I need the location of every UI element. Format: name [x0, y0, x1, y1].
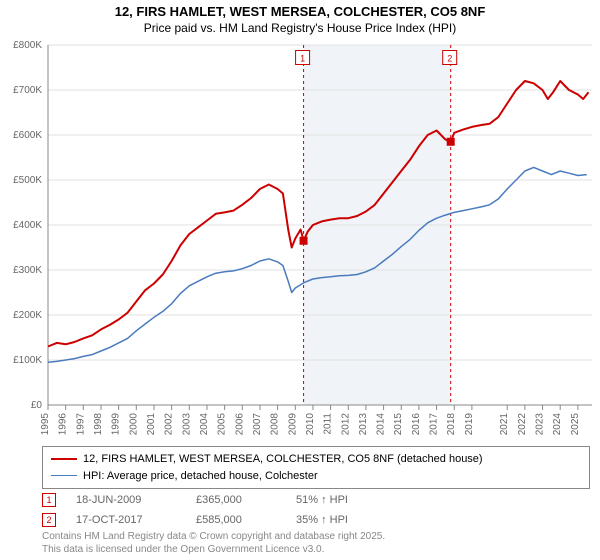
- chart-container: 12, FIRS HAMLET, WEST MERSEA, COLCHESTER…: [0, 0, 600, 560]
- svg-text:2024: 2024: [552, 412, 563, 435]
- svg-text:£500K: £500K: [13, 175, 42, 186]
- sale-price: £585,000: [196, 514, 296, 526]
- sale-pct: 51% ↑ HPI: [296, 494, 348, 506]
- svg-text:2001: 2001: [146, 412, 157, 435]
- svg-text:2008: 2008: [270, 412, 281, 435]
- svg-text:1995: 1995: [40, 412, 51, 435]
- footer-line2: This data is licensed under the Open Gov…: [42, 543, 385, 556]
- legend-swatch: [51, 475, 77, 476]
- svg-text:£300K: £300K: [13, 265, 42, 276]
- footer-line1: Contains HM Land Registry data © Crown c…: [42, 530, 385, 543]
- svg-text:2007: 2007: [252, 412, 263, 435]
- sale-date: 18-JUN-2009: [76, 494, 196, 506]
- svg-text:2000: 2000: [128, 412, 139, 435]
- svg-text:2016: 2016: [411, 412, 422, 435]
- legend: 12, FIRS HAMLET, WEST MERSEA, COLCHESTER…: [42, 446, 590, 489]
- svg-text:2014: 2014: [376, 412, 387, 435]
- svg-text:2022: 2022: [517, 412, 528, 435]
- svg-text:2015: 2015: [393, 412, 404, 435]
- svg-text:2003: 2003: [181, 412, 192, 435]
- svg-text:£0: £0: [31, 400, 43, 411]
- svg-text:2023: 2023: [535, 412, 546, 435]
- svg-text:1: 1: [300, 53, 305, 63]
- sale-row: 1 18-JUN-2009£365,00051% ↑ HPI: [42, 490, 348, 510]
- chart-plot-area: £0 £100K £200K £300K £400K £500K £600K £700K £80…: [0, 37, 600, 437]
- svg-text:£200K: £200K: [13, 310, 42, 321]
- sale-marker-icon: 2: [42, 513, 56, 527]
- svg-text:2002: 2002: [164, 412, 175, 435]
- legend-label: 12, FIRS HAMLET, WEST MERSEA, COLCHESTER…: [83, 451, 483, 468]
- sales-table: 1 18-JUN-2009£365,00051% ↑ HPI 2 17-OCT-201…: [42, 490, 348, 530]
- footer-attribution: Contains HM Land Registry data © Crown c…: [42, 530, 385, 556]
- svg-text:2010: 2010: [305, 412, 316, 435]
- chart-title: 12, FIRS HAMLET, WEST MERSEA, COLCHESTER…: [0, 0, 600, 21]
- chart-svg: £0 £100K £200K £300K £400K £500K £600K £700K £80…: [0, 37, 600, 437]
- sale-row: 2 17-OCT-2017£585,00035% ↑ HPI: [42, 510, 348, 530]
- svg-text:2009: 2009: [287, 412, 298, 435]
- svg-text:2011: 2011: [323, 412, 334, 434]
- svg-text:£800K: £800K: [13, 40, 42, 51]
- svg-text:2013: 2013: [358, 412, 369, 435]
- svg-text:£400K: £400K: [13, 220, 42, 231]
- svg-text:2019: 2019: [464, 412, 475, 435]
- legend-row: 12, FIRS HAMLET, WEST MERSEA, COLCHESTER…: [51, 451, 581, 468]
- svg-text:2017: 2017: [429, 412, 440, 435]
- svg-text:1997: 1997: [75, 412, 86, 435]
- sale-date: 17-OCT-2017: [76, 514, 196, 526]
- svg-text:2004: 2004: [199, 412, 210, 435]
- svg-text:2025: 2025: [570, 412, 581, 435]
- sale-marker-icon: 1: [42, 493, 56, 507]
- svg-text:1996: 1996: [58, 412, 69, 435]
- legend-row: HPI: Average price, detached house, Colc…: [51, 468, 581, 485]
- svg-text:1998: 1998: [93, 412, 104, 435]
- sale-pct: 35% ↑ HPI: [296, 514, 348, 526]
- svg-text:2: 2: [447, 53, 452, 63]
- chart-subtitle: Price paid vs. HM Land Registry's House …: [0, 21, 600, 35]
- svg-text:£100K: £100K: [13, 355, 42, 366]
- svg-text:2012: 2012: [340, 412, 351, 435]
- sale-price: £365,000: [196, 494, 296, 506]
- legend-label: HPI: Average price, detached house, Colc…: [83, 468, 318, 485]
- svg-text:2021: 2021: [499, 412, 510, 435]
- svg-text:2006: 2006: [234, 412, 245, 435]
- svg-text:£600K: £600K: [13, 130, 42, 141]
- svg-text:£700K: £700K: [13, 85, 42, 96]
- legend-swatch: [51, 458, 77, 460]
- svg-text:2018: 2018: [446, 412, 457, 435]
- svg-text:1999: 1999: [111, 412, 122, 435]
- svg-text:2005: 2005: [217, 412, 228, 435]
